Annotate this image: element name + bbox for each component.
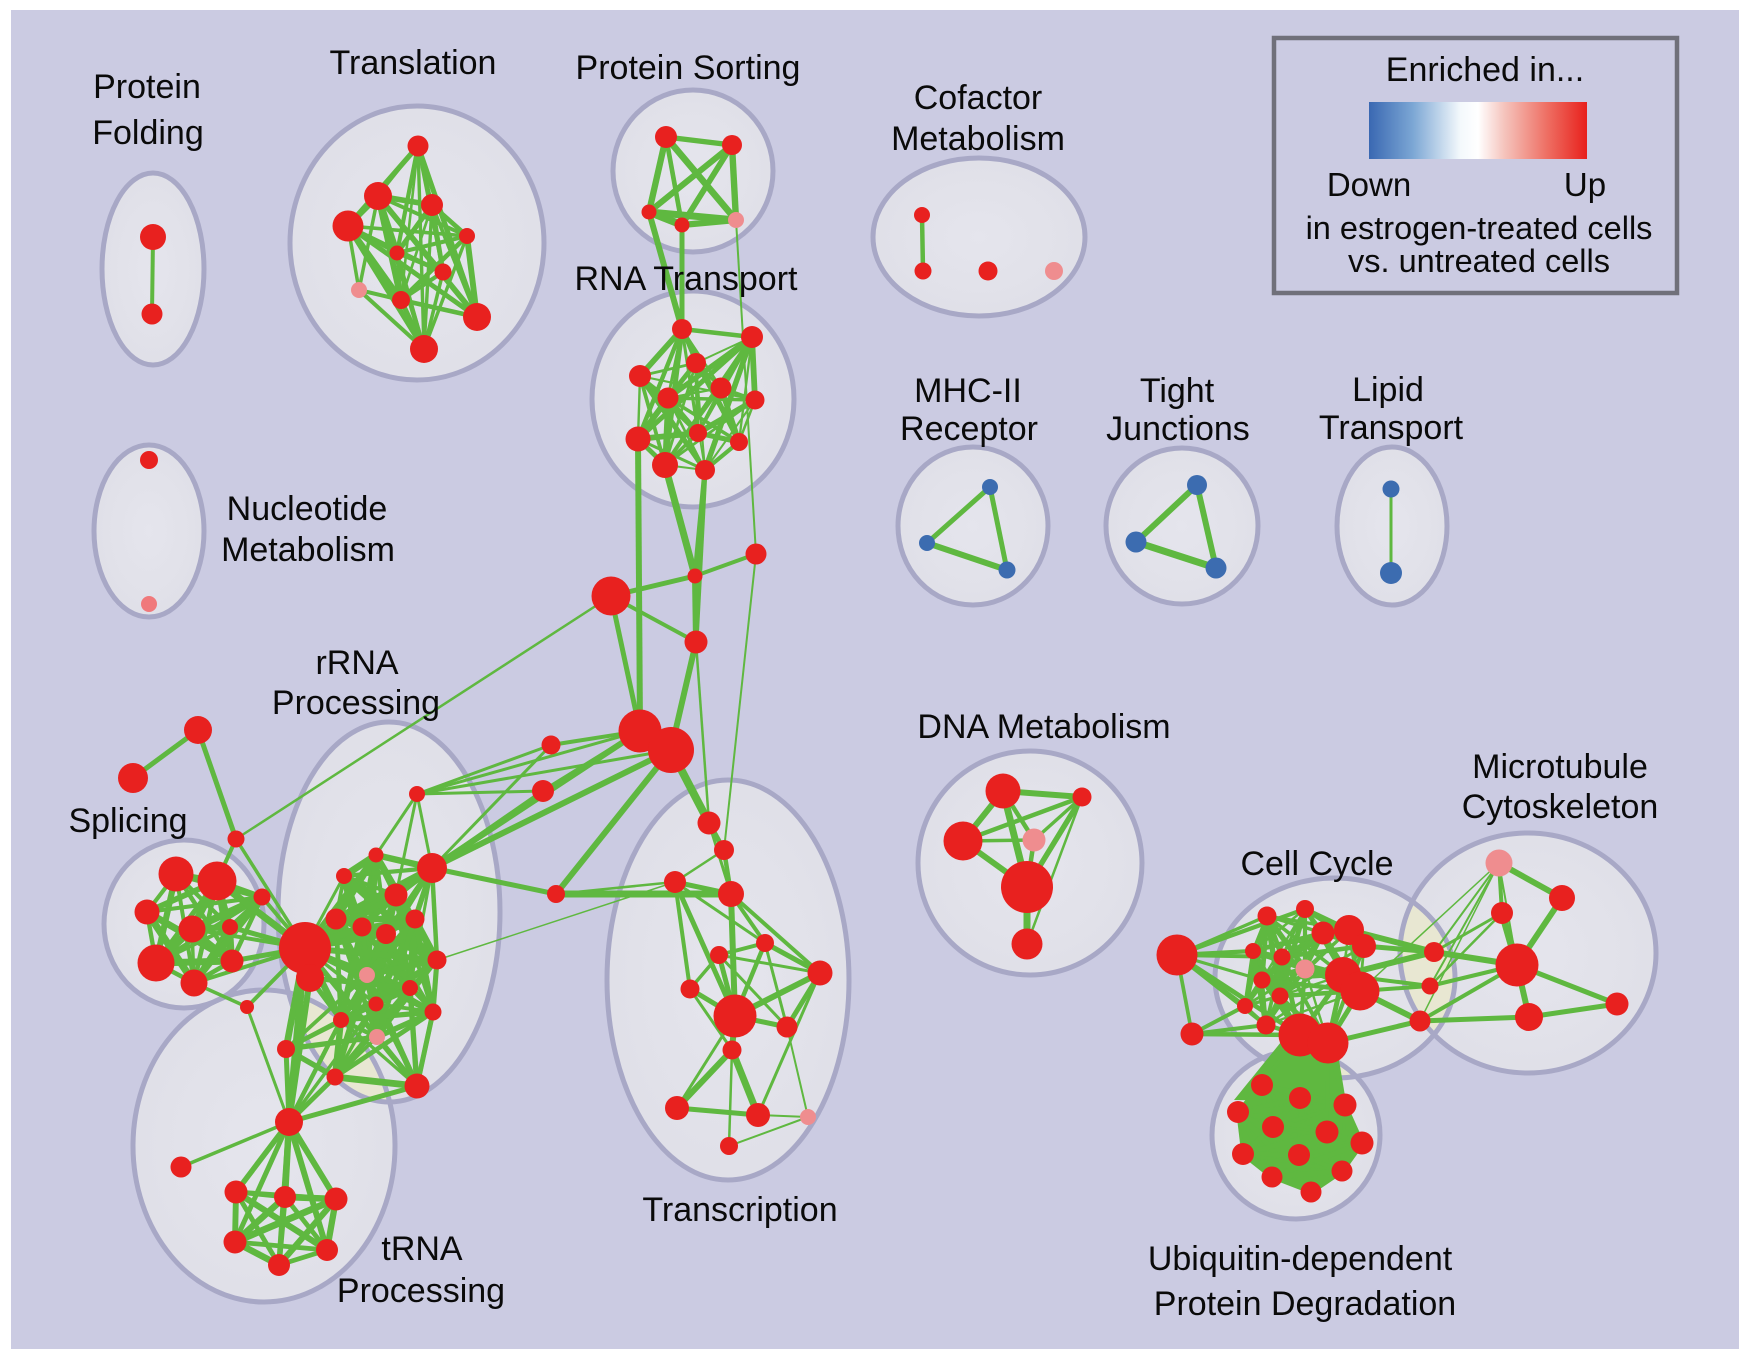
svg-text:Lipid: Lipid (1352, 371, 1424, 409)
svg-text:Processing: Processing (272, 684, 440, 722)
svg-text:Protein: Protein (93, 68, 201, 106)
svg-text:Transcription: Transcription (642, 1191, 837, 1229)
svg-text:in estrogen-treated cells: in estrogen-treated cells (1306, 210, 1653, 246)
svg-text:MHC-II: MHC-II (914, 372, 1022, 410)
svg-text:Cofactor: Cofactor (914, 79, 1043, 117)
svg-text:Ubiquitin-dependent: Ubiquitin-dependent (1148, 1240, 1453, 1278)
svg-text:Junctions: Junctions (1106, 410, 1250, 448)
svg-text:Transport: Transport (1319, 409, 1464, 447)
svg-text:Splicing: Splicing (68, 802, 187, 840)
svg-text:vs. untreated cells: vs. untreated cells (1348, 243, 1610, 279)
svg-text:Nucleotide: Nucleotide (227, 490, 388, 528)
svg-text:DNA Metabolism: DNA Metabolism (917, 708, 1170, 746)
svg-text:Up: Up (1564, 166, 1606, 203)
svg-text:Protein Sorting: Protein Sorting (576, 49, 801, 87)
svg-text:RNA Transport: RNA Transport (575, 260, 799, 298)
svg-text:Cell Cycle: Cell Cycle (1240, 845, 1393, 883)
svg-text:Processing: Processing (337, 1272, 505, 1310)
svg-text:Cytoskeleton: Cytoskeleton (1462, 788, 1659, 826)
svg-text:Down: Down (1327, 166, 1411, 203)
svg-text:rRNA: rRNA (315, 644, 398, 682)
svg-text:Receptor: Receptor (900, 410, 1038, 448)
svg-text:Enriched in...: Enriched in... (1386, 51, 1584, 89)
svg-text:Protein Degradation: Protein Degradation (1154, 1285, 1456, 1323)
svg-text:Metabolism: Metabolism (891, 120, 1065, 158)
svg-text:Metabolism: Metabolism (221, 531, 395, 569)
svg-text:Tight: Tight (1140, 372, 1215, 410)
svg-text:Translation: Translation (330, 44, 497, 82)
svg-text:Folding: Folding (92, 114, 204, 152)
svg-text:Microtubule: Microtubule (1472, 748, 1648, 786)
svg-text:tRNA: tRNA (381, 1230, 463, 1268)
